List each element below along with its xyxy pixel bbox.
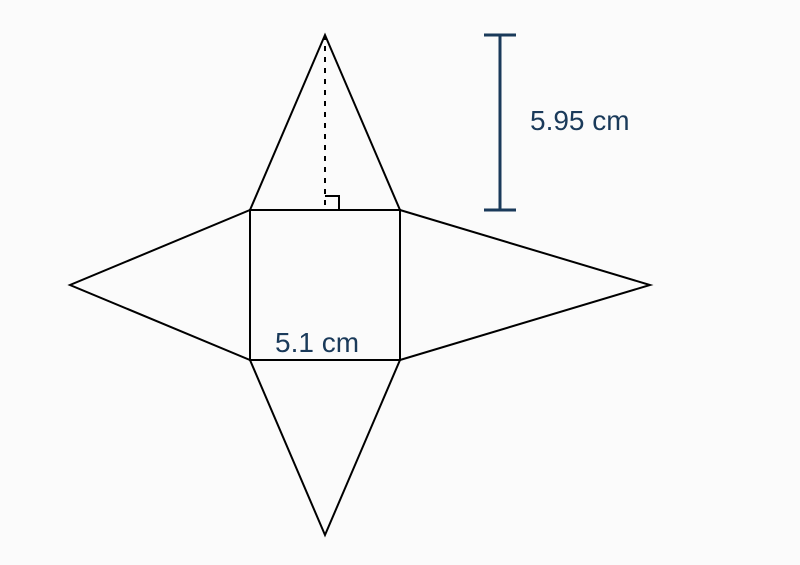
pyramid-net-diagram: 5.1 cm 5.95 cm [0, 0, 800, 565]
base-length-label: 5.1 cm [275, 327, 359, 358]
height-bracket [484, 35, 516, 210]
right-angle-marker [325, 196, 339, 210]
triangle-left [70, 210, 250, 360]
triangle-height-label: 5.95 cm [530, 105, 630, 136]
triangle-right [400, 210, 650, 360]
triangle-bottom [250, 360, 400, 535]
